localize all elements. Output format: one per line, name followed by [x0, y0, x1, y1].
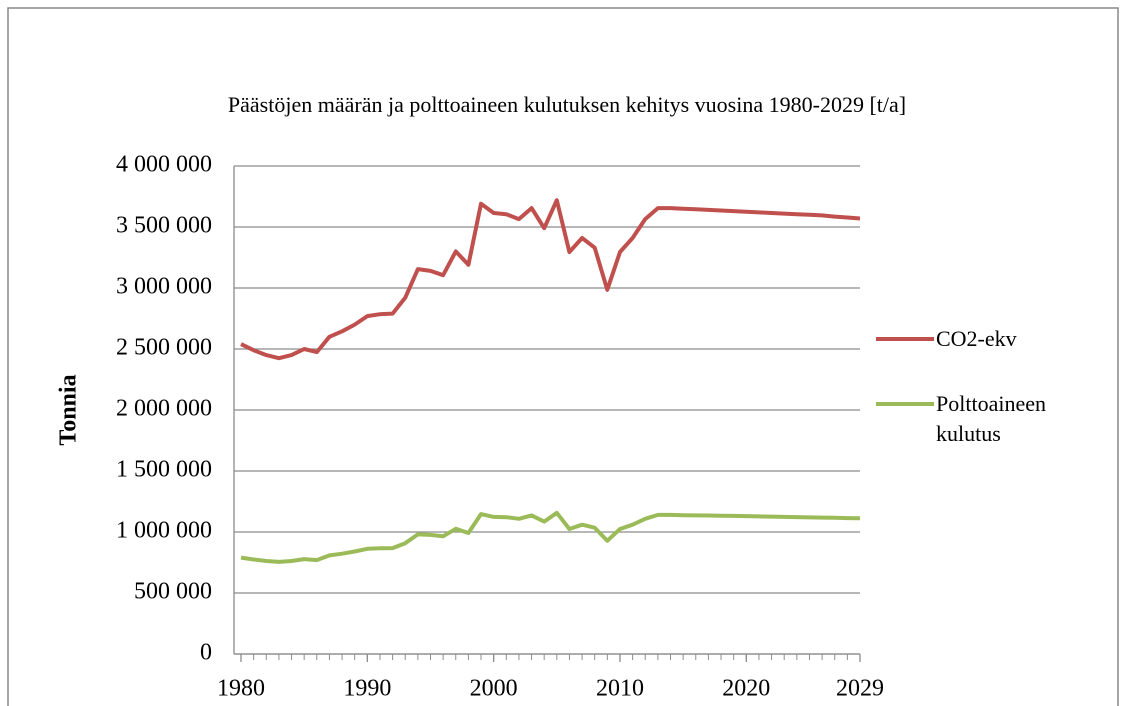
- chart-title: Päästöjen määrän ja polttoaineen kulutuk…: [227, 92, 907, 117]
- y-tick-label: 0: [200, 640, 212, 666]
- y-tick-label: 1 500 000: [116, 457, 212, 483]
- y-tick-label: 2 000 000: [116, 396, 212, 422]
- legend-label: Polttoaineen kulutus: [936, 391, 1046, 446]
- x-tick-label: 2029: [836, 676, 884, 702]
- y-tick-label: 1 000 000: [116, 518, 212, 544]
- y-tick-label: 2 500 000: [116, 335, 212, 361]
- data-line: [240, 510, 861, 564]
- x-tick-label: 1990: [343, 676, 391, 702]
- data-line: [240, 198, 861, 361]
- x-tick-label: 2000: [470, 676, 518, 702]
- y-tick-label: 500 000: [134, 579, 212, 605]
- x-tick-label: 1980: [217, 676, 265, 702]
- y-tick-label: 3 000 000: [116, 274, 212, 300]
- y-tick-label: 4 000 000: [116, 152, 212, 178]
- y-tick-label: 3 500 000: [116, 213, 212, 239]
- x-tick-label: 2020: [722, 676, 770, 702]
- chart-border: [7, 7, 1119, 706]
- legend-label: CO2-ekv: [936, 326, 1017, 351]
- x-tick-label: 2010: [596, 676, 644, 702]
- y-axis-label: Tonnia: [56, 374, 82, 445]
